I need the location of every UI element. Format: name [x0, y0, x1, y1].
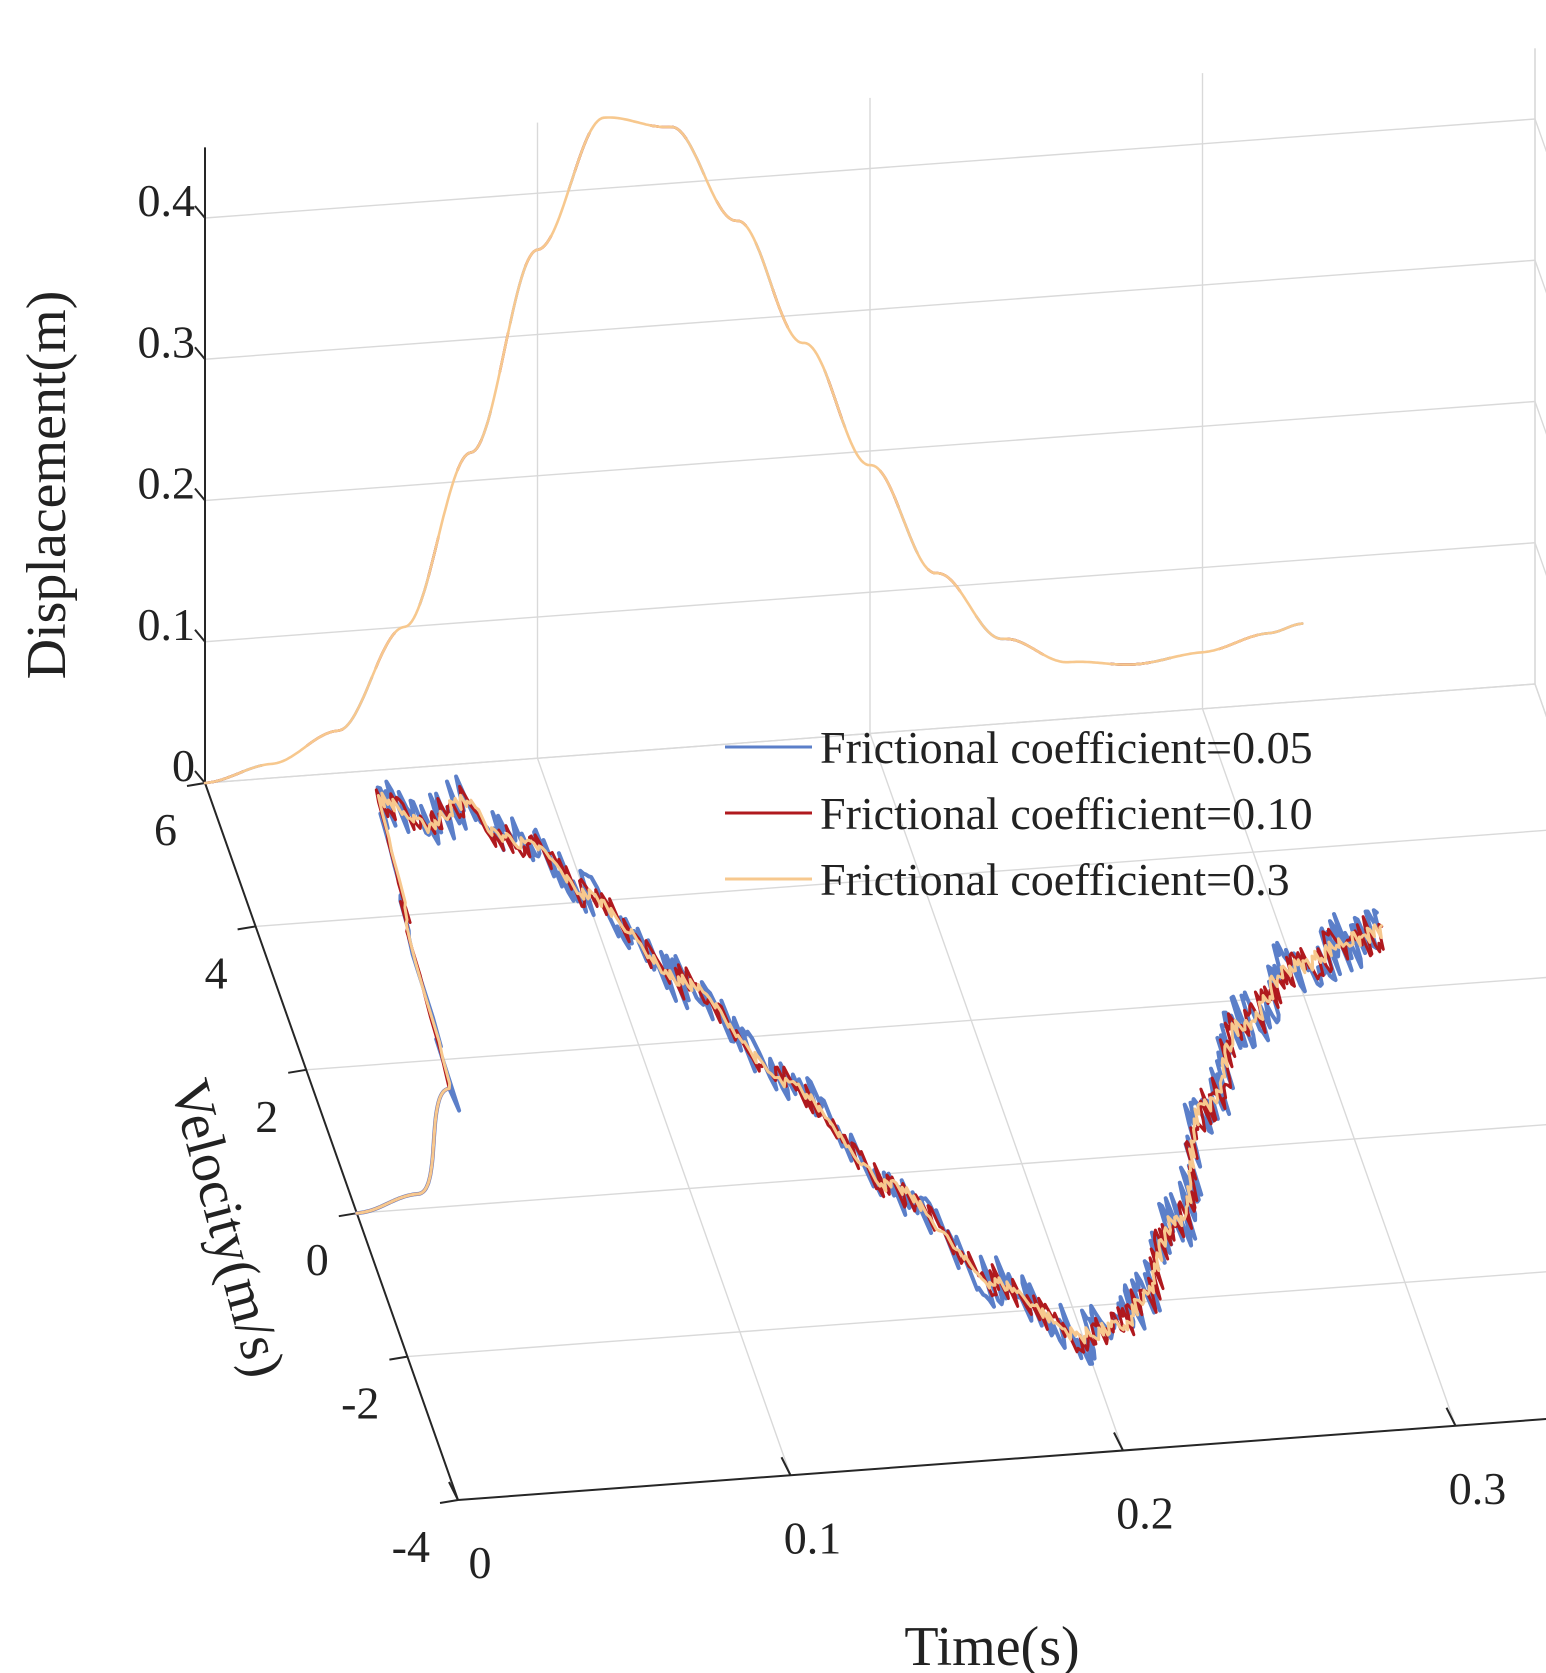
x-axis-title: Time(s): [904, 1616, 1079, 1673]
displacement-tick-mark-4: [194, 205, 206, 219]
velocity-tick-mark-1: [389, 1355, 408, 1361]
legend-label-1: Frictional coefficient=0.10: [820, 788, 1313, 839]
side-grid-disp-4: [1534, 118, 1546, 153]
velocity-tick-mark-5: [186, 782, 206, 787]
displacement-tick-label-4: 0.4: [138, 175, 196, 226]
back-grid-disp-3: [204, 259, 1536, 360]
velocity-tick-mark-2: [338, 1212, 357, 1218]
floor-grid-vel-1: [407, 1271, 1546, 1358]
back-grid-disp-0: [204, 683, 1536, 784]
side-grid-disp-2: [1534, 401, 1546, 435]
floor-grid-time-3: [1201, 708, 1457, 1426]
time-axis-line: [457, 1418, 1546, 1501]
series-lines: [203, 116, 1385, 1366]
floor-grid-vel-4: [255, 829, 1546, 928]
time-tick-label-0: 0: [469, 1537, 492, 1588]
velocity-tick-mark-0: [439, 1499, 459, 1504]
time-tick-label-1: 0.1: [784, 1512, 842, 1563]
displacement-tick-label-1: 0.1: [138, 599, 196, 650]
velocity-line-2: [355, 791, 1383, 1345]
velocity-tick-label-2: 0: [306, 1234, 329, 1285]
legend: Frictional coefficient=0.05 Frictional c…: [725, 722, 1313, 905]
velocity-axis-line: [204, 782, 459, 1501]
time-tick-label-3: 0.3: [1449, 1463, 1507, 1514]
velocity-tick-label-5: 6: [154, 804, 177, 855]
displacement-tick-label-0: 0: [172, 740, 195, 791]
displacement-tick-mark-2: [194, 487, 206, 502]
back-grid-disp-2: [204, 400, 1536, 502]
floor-grid-vel-3: [306, 976, 1546, 1071]
back-grid-disp-4: [204, 118, 1536, 219]
displacement-axis-title: Displacement(m): [16, 291, 78, 680]
grid: [204, 48, 1546, 1501]
velocity-tick-label-4: 4: [205, 947, 228, 998]
time-tick-mark-2: [1113, 1432, 1124, 1451]
displacement-tick-mark-0: [194, 770, 206, 784]
floor-grid-time-4: [1534, 683, 1546, 718]
time-tick-mark-3: [1445, 1407, 1457, 1427]
displacement-tick-label-2: 0.2: [138, 458, 196, 509]
displacement-tick-mark-3: [194, 346, 206, 360]
side-grid-disp-0: [1534, 683, 1546, 718]
displacement-tick-label-3: 0.3: [138, 316, 196, 367]
velocity-tick-label-3: 2: [255, 1091, 278, 1142]
axes: [186, 147, 1546, 1504]
velocity-tick-mark-3: [288, 1068, 307, 1074]
back-grid-disp-1: [204, 542, 1536, 643]
legend-label-2: Frictional coefficient=0.3: [820, 854, 1290, 905]
floor-grid-time-1: [536, 758, 792, 1476]
floor-grid-time-2: [869, 733, 1124, 1451]
displacement-line-2: [203, 116, 1304, 785]
time-tick-label-2: 0.2: [1116, 1488, 1174, 1539]
side-grid-disp-1: [1534, 542, 1546, 577]
floor-grid-vel-0: [457, 1418, 1546, 1501]
time-tick-mark-0: [448, 1481, 459, 1501]
velocity-tick-mark-4: [237, 925, 256, 931]
velocity-tick-label-1: -2: [341, 1378, 379, 1429]
velocity-tick-label-0: -4: [392, 1521, 430, 1572]
side-grid-disp-3: [1534, 260, 1546, 294]
displacement-tick-mark-1: [194, 629, 206, 643]
velocity-line-0: [354, 774, 1382, 1366]
legend-label-0: Frictional coefficient=0.05: [820, 722, 1313, 773]
floor-grid-vel-2: [356, 1123, 1546, 1214]
time-tick-mark-1: [780, 1456, 792, 1476]
